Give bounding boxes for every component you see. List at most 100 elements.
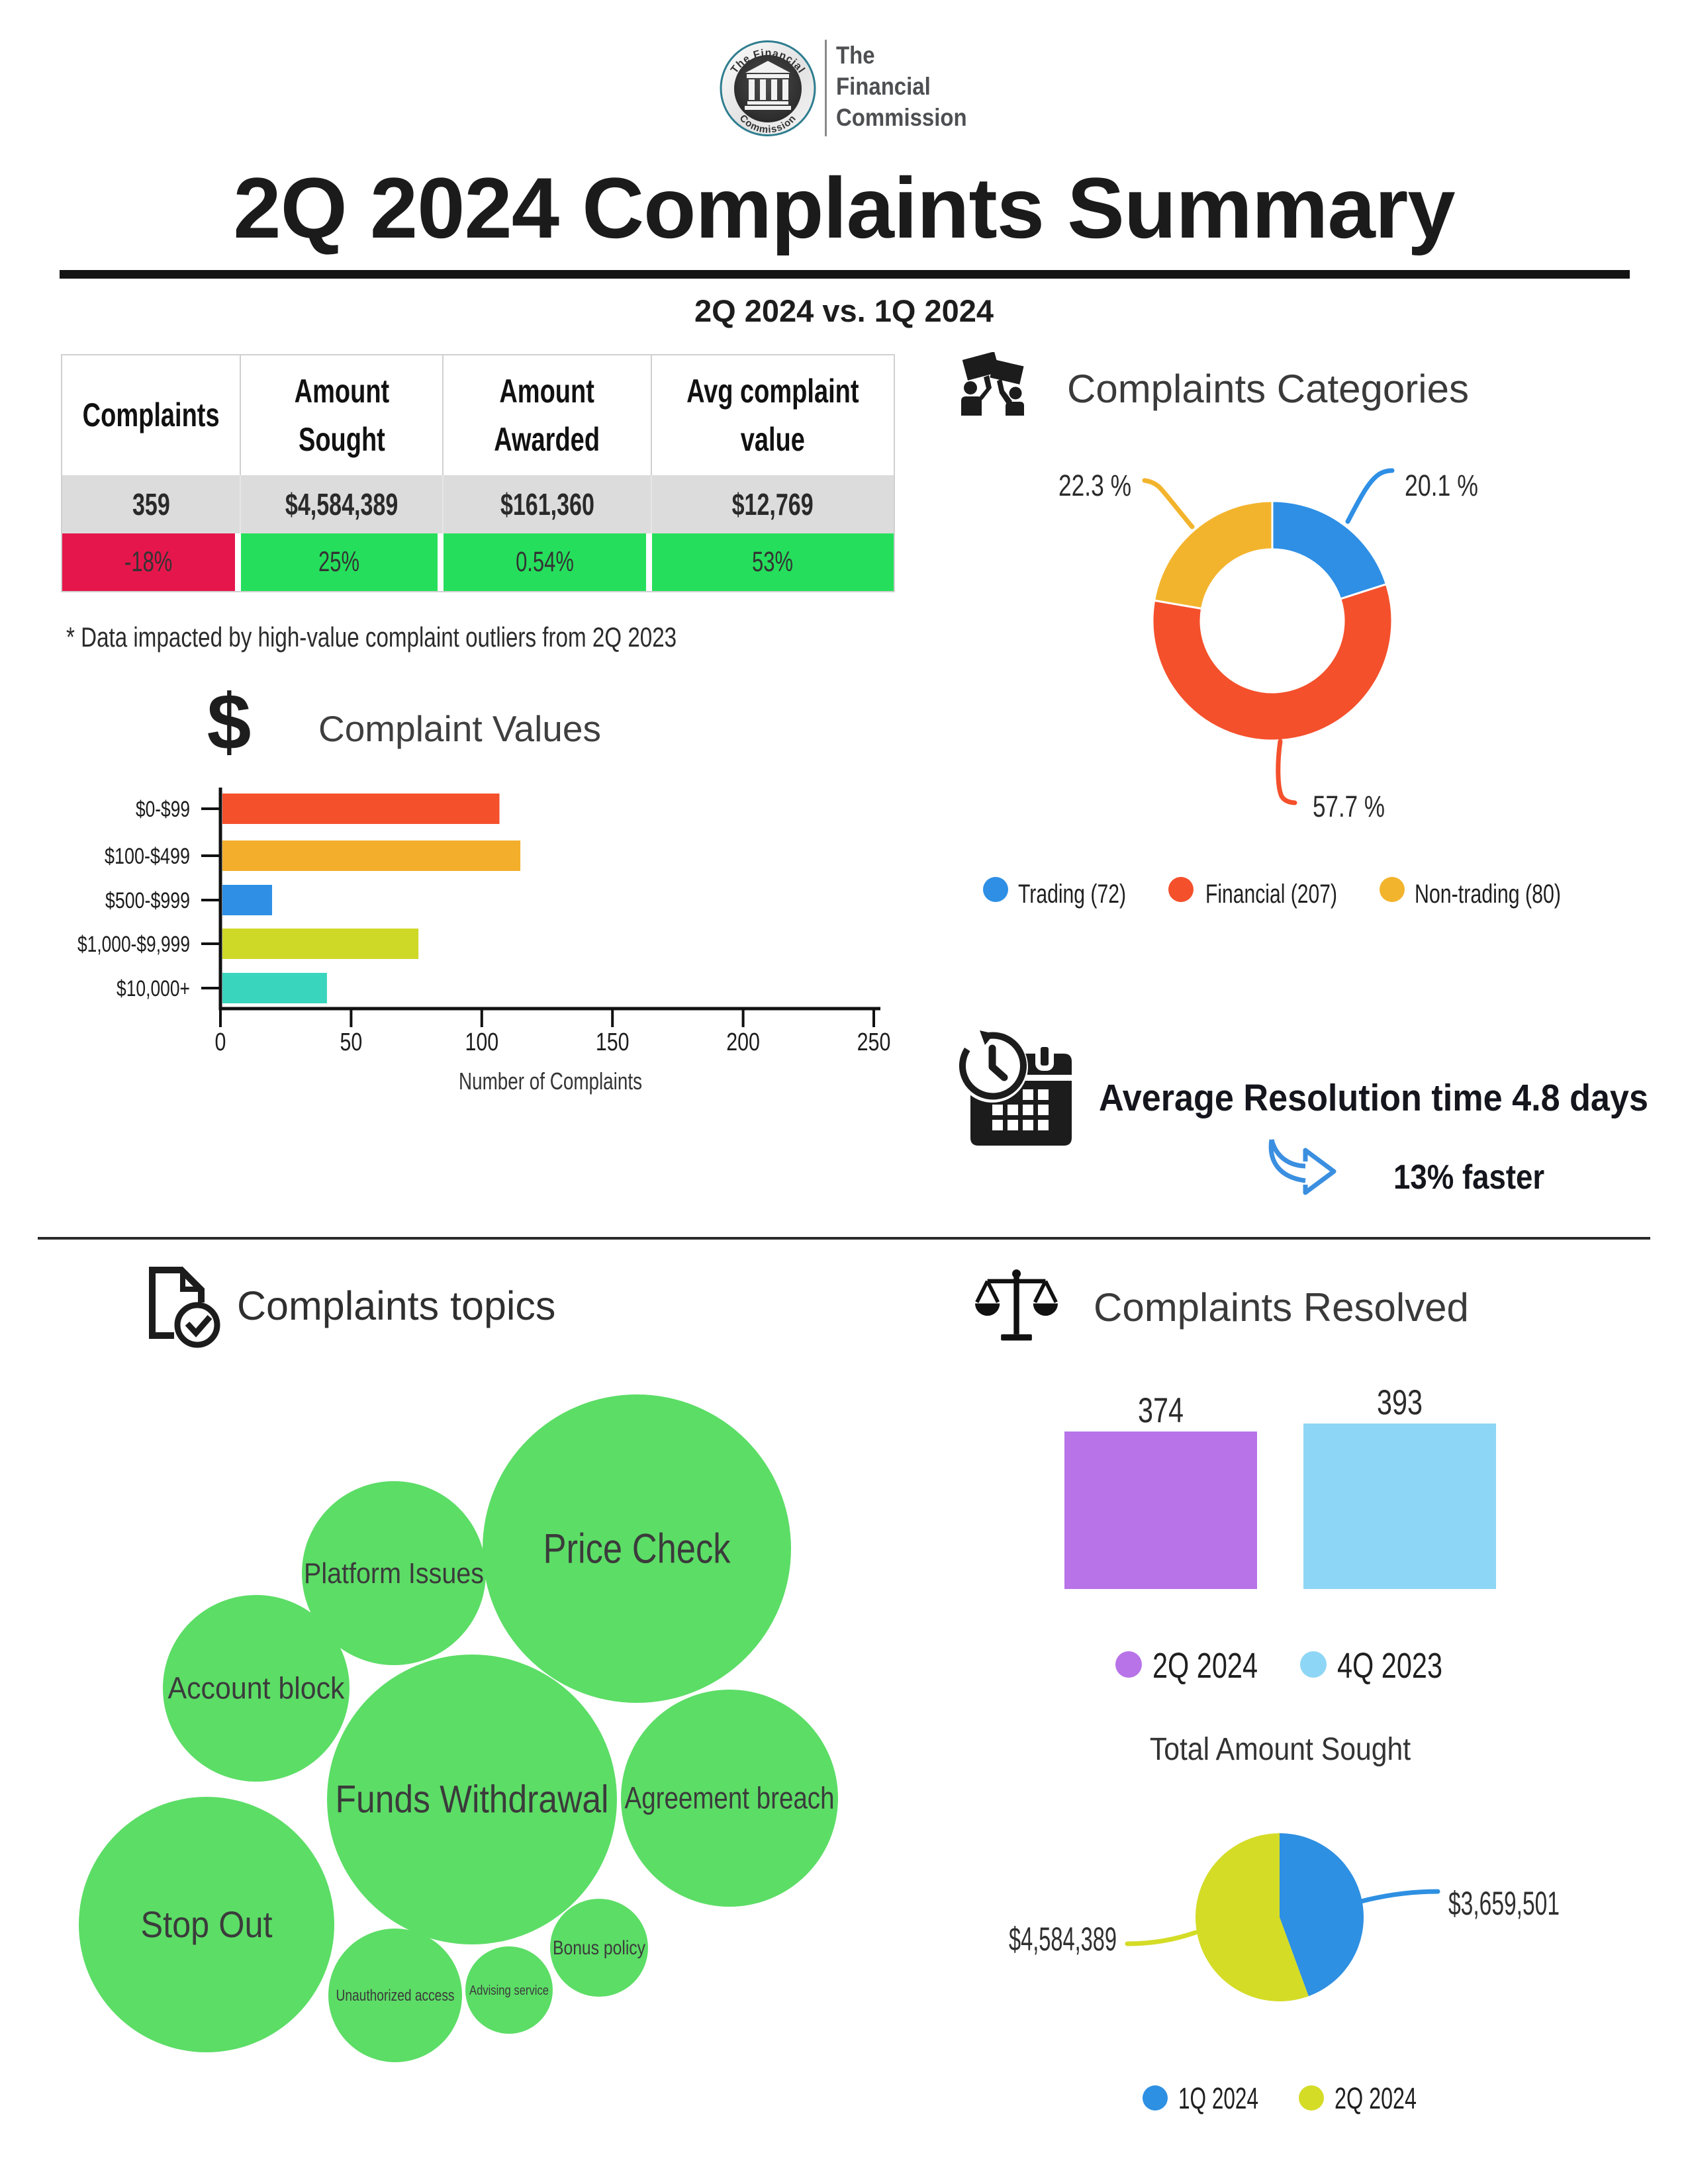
- bubble-Bonus policy: [550, 1899, 648, 1997]
- legend-dot: [1380, 877, 1405, 902]
- bubble-Advising service: [465, 1946, 553, 2034]
- bar-$100-$499: [222, 841, 521, 871]
- page-title: 2Q 2024 Complaints Summary: [233, 159, 1455, 256]
- donut-slice-Non-trading (80): [1152, 500, 1274, 610]
- pie-label-2q: $4,584,389: [1009, 1921, 1117, 1958]
- logo-wordmark: The Financial Commission: [836, 42, 967, 131]
- resolved-bar-value: 374: [1138, 1391, 1184, 1430]
- x-axis-label: Number of Complaints: [459, 1068, 642, 1095]
- section-divider: [38, 1237, 1650, 1240]
- bar-category-label: $10,000+: [117, 976, 190, 1001]
- complaints-topics-bubbles: Price Check Platform Issues Account block F…: [79, 1394, 838, 2062]
- protesters-icon: [961, 352, 1024, 416]
- bar-$10,000+: [222, 973, 327, 1003]
- outlier-note: * Data impacted by high-value complaint …: [66, 621, 677, 653]
- complaint-values-chart: $0-$99 $100-$499 $500-$999 $1,000-$9,999 $10…: [77, 788, 890, 1095]
- document-check-icon: [149, 1266, 220, 1348]
- donut-pct-nontrading: 22.3 %: [1058, 469, 1131, 502]
- x-tick-label: 200: [726, 1028, 760, 1056]
- table-value-cell: 359: [62, 475, 241, 533]
- complaints-resolved-chart: 374 393 2Q 2024 4Q 2023: [1064, 1383, 1496, 1686]
- legend-dot: [1143, 2085, 1168, 2111]
- x-tick-label: 250: [857, 1028, 891, 1056]
- donut-slice-Financial (207): [1151, 582, 1393, 742]
- x-tick-label: 150: [596, 1028, 630, 1056]
- comparison-table-header-row: Complaints Amount Sought Amount Awarded Avg c…: [62, 355, 894, 475]
- resolved-title: Complaints Resolved: [1094, 1285, 1469, 1330]
- donut-pct-financial: 57.7 %: [1313, 790, 1385, 823]
- x-tick-label: 0: [215, 1028, 226, 1056]
- bar-category-label: $100-$499: [105, 844, 190, 869]
- dollar-icon: $: [207, 678, 252, 766]
- total-amount-sought-pie: $3,659,501 $4,584,389 1Q 2024 2Q 2024: [1009, 1833, 1560, 2115]
- scales-icon: [975, 1269, 1058, 1341]
- table-change-cell: 0.54%: [444, 533, 652, 591]
- bar-category-label: $500-$999: [105, 888, 190, 913]
- bubble-Agreement breach: [621, 1690, 838, 1907]
- table-col-header: Amount Awarded: [444, 355, 652, 475]
- x-tick-label: 50: [340, 1028, 363, 1056]
- table-col-header: Complaints: [62, 355, 241, 475]
- bubble-Unauthorized access: [328, 1929, 462, 2062]
- bubble-label: Unauthorized access: [336, 1987, 455, 2005]
- topics-title: Complaints topics: [237, 1283, 556, 1328]
- comparison-table: Complaints Amount Sought Amount Awarded Avg c…: [61, 354, 895, 592]
- bubble-Platform Issues: [302, 1481, 486, 1665]
- comparison-table-values-row: 359 $4,584,389 $161,360 $12,769: [62, 475, 894, 533]
- legend-dot: [1115, 1651, 1142, 1678]
- total-sought-title: Total Amount Sought: [1149, 1732, 1411, 1767]
- x-tick-label: 100: [465, 1028, 498, 1056]
- pie-label-1q: $3,659,501: [1448, 1885, 1560, 1922]
- bubble-label: Agreement breach: [625, 1781, 835, 1815]
- bubble-label: Advising service: [469, 1983, 549, 1998]
- legend-label: Trading (72): [1018, 880, 1126, 909]
- resolution-time-text: Average Resolution time 4.8 days: [1099, 1077, 1648, 1119]
- resolved-bar-4Q 2023: [1303, 1423, 1496, 1589]
- legend-label: 4Q 2023: [1337, 1646, 1442, 1686]
- temple-icon: [745, 61, 791, 110]
- bar-category-label: $0-$99: [136, 797, 190, 822]
- bubble-label: Bonus policy: [553, 1937, 645, 1959]
- legend-label: 1Q 2024: [1178, 2081, 1258, 2115]
- pie-slice-1Q 2024: [1280, 1833, 1364, 1997]
- logo-divider: [825, 40, 827, 136]
- faster-badge: 13% faster: [1393, 1158, 1545, 1197]
- complaints-categories-donut: 20.1 % 22.3 % 57.7 % Trading (72) Financial …: [983, 468, 1561, 909]
- legend-label: Financial (207): [1205, 880, 1337, 909]
- table-col-header: Amount Sought: [241, 355, 444, 475]
- table-value-cell: $161,360: [444, 475, 652, 533]
- comparison-table-change-row: -18% 25% 0.54% 53%: [62, 533, 894, 591]
- donut-pct-trading: 20.1 %: [1405, 469, 1478, 502]
- bar-category-label: $1,000-$9,999: [77, 932, 190, 957]
- legend-dot: [1168, 877, 1194, 902]
- bar-$0-$99: [222, 794, 500, 824]
- table-col-header: Avg complaint value: [652, 355, 894, 475]
- resolved-bar-2Q 2024: [1064, 1431, 1257, 1589]
- faster-arrow-icon: [1268, 1139, 1336, 1195]
- resolved-bar-value: 393: [1377, 1383, 1423, 1422]
- bubble-Funds Withdrawal: [327, 1655, 617, 1944]
- bar-$500-$999: [222, 885, 273, 915]
- bubble-label: Funds Withdrawal: [336, 1778, 609, 1821]
- legend-label: 2Q 2024: [1152, 1646, 1258, 1686]
- bubble-label: Platform Issues: [304, 1557, 484, 1590]
- table-value-cell: $12,769: [652, 475, 894, 533]
- complaint-values-title: Complaint Values: [318, 708, 601, 749]
- bubble-Stop Out: [79, 1797, 334, 2052]
- legend-dot: [1299, 2085, 1324, 2111]
- legend-dot: [1300, 1651, 1327, 1678]
- table-change-cell: -18%: [62, 533, 241, 591]
- legend-label: 2Q 2024: [1335, 2081, 1417, 2115]
- bubble-label: Price Check: [543, 1525, 731, 1572]
- bubble-Price Check: [483, 1394, 791, 1703]
- pie-slice-2Q 2024: [1195, 1833, 1309, 2001]
- table-change-cell: 53%: [652, 533, 894, 591]
- legend-dot: [983, 877, 1008, 902]
- table-change-cell: 25%: [241, 533, 444, 591]
- bar-$1,000-$9,999: [222, 929, 419, 959]
- table-value-cell: $4,584,389: [241, 475, 444, 533]
- bubble-label: Account block: [168, 1671, 346, 1706]
- donut-slice-Trading (72): [1271, 500, 1388, 600]
